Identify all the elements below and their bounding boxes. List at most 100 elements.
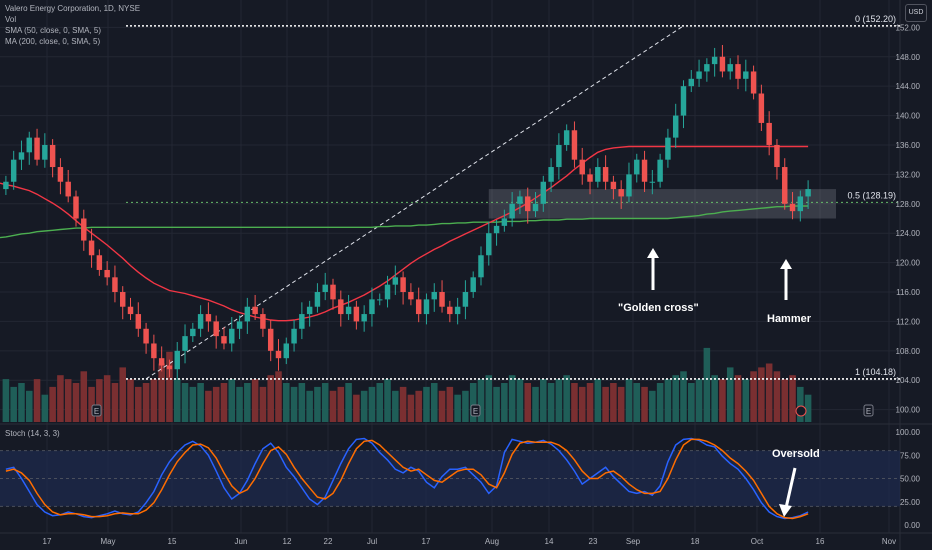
volume-bar (423, 386, 430, 422)
time-tick-label: 23 (589, 537, 598, 546)
volume-bar (703, 347, 711, 422)
candle-body (306, 306, 313, 315)
stoch-tick-label: 25.00 (900, 498, 921, 507)
stoch-tick-label: 0.00 (904, 521, 920, 530)
price-tick-label: 132.00 (896, 170, 921, 179)
volume-bar (602, 386, 609, 422)
candle-body (470, 277, 476, 293)
volume-bar (446, 386, 454, 422)
volume-bar (181, 383, 189, 422)
candle-body (236, 321, 243, 329)
candle-body (49, 144, 56, 168)
candle-body (18, 152, 25, 160)
candle-body (34, 137, 40, 160)
candle-body (439, 292, 445, 307)
price-tick-label: 112.00 (896, 317, 920, 326)
time-tick-label: 17 (422, 537, 431, 546)
volume-bar (532, 386, 539, 422)
volume-bar (633, 383, 641, 422)
candle-body (73, 196, 79, 219)
candle-body (205, 314, 212, 322)
candle-body (213, 321, 219, 337)
legend-title: Valero Energy Corporation, 1D, NYSE (5, 4, 141, 13)
golden-cross-arrow-head (647, 248, 659, 258)
candle-body (587, 174, 593, 182)
candle-body (10, 159, 17, 182)
candle-body (524, 196, 531, 212)
volume-bar (150, 379, 158, 422)
candle-body (680, 86, 687, 116)
candle-body (392, 277, 399, 285)
volume-bar (329, 390, 337, 422)
volume-bar (477, 379, 485, 422)
candle-body (322, 284, 328, 293)
volume-bar (205, 390, 212, 422)
volume-bar (672, 375, 679, 422)
candle-body (112, 277, 118, 293)
volume-bar (158, 363, 165, 422)
candle-body (252, 306, 258, 315)
volume-bar (641, 386, 648, 422)
volume-bar (49, 386, 56, 422)
candle-body (462, 292, 469, 307)
volume-bar (726, 367, 734, 422)
price-tick-label: 144.00 (896, 82, 921, 91)
stoch-k-line (5, 437, 809, 520)
candle-body (532, 203, 539, 212)
volume-bar (610, 383, 617, 422)
candle-body (190, 328, 196, 337)
volume-bar (290, 386, 298, 422)
candle-body (197, 314, 204, 329)
candle-body (135, 314, 142, 329)
price-axis: 100.00 104.00 108.00 112.00 116.00 120.00 124.… (896, 23, 921, 530)
candle-body (758, 93, 765, 123)
volume-bar (547, 383, 555, 422)
fib-level-label: 0 (152.20) (855, 14, 896, 24)
candle-body (789, 203, 796, 212)
candle-body (517, 196, 523, 204)
volume-bar (586, 383, 594, 422)
candle-body (353, 306, 360, 322)
volume-bar (197, 383, 204, 422)
candle-body (283, 343, 290, 359)
price-tick-label: 136.00 (896, 141, 921, 150)
candle-body (774, 144, 780, 168)
volume-bar (578, 386, 586, 422)
candle-body (657, 159, 663, 182)
volume-bar (173, 379, 181, 422)
time-tick-label: Sep (626, 537, 641, 546)
candle-body (618, 189, 624, 197)
volume-bar (563, 375, 570, 422)
candle-body (704, 64, 710, 72)
volume-bar (103, 375, 111, 422)
price-tick-label: 120.00 (896, 259, 921, 268)
volume-bar (438, 390, 446, 422)
earnings-icon (863, 404, 874, 417)
candle-body (766, 122, 772, 145)
golden-cross-label: "Golden cross" (618, 302, 699, 314)
volume-bar (571, 383, 578, 422)
candlesticks[interactable] (3, 44, 811, 380)
candle-body (711, 56, 718, 65)
candle-body (229, 328, 235, 344)
volume-bar (259, 386, 267, 422)
candle-body (688, 78, 695, 87)
candle-body (415, 299, 422, 315)
candle-body (127, 306, 134, 315)
volume-bar (664, 379, 672, 422)
legend-ma200: MA (200, close, 0, SMA, 5) (5, 37, 101, 46)
volume-bars (2, 347, 812, 422)
fib-trend-line (145, 25, 684, 380)
volume-bar (711, 375, 718, 422)
time-tick-label: 12 (283, 537, 292, 546)
currency-button[interactable]: USD (905, 4, 927, 22)
volume-bar (10, 386, 17, 422)
candle-body (151, 343, 157, 359)
volume-bar (688, 383, 695, 422)
candle-body (634, 159, 640, 175)
volume-bar (189, 386, 197, 422)
legend: Valero Energy Corporation, 1D, NYSE Vol … (5, 3, 140, 47)
volume-bar (96, 379, 103, 422)
candle-body (626, 174, 632, 197)
